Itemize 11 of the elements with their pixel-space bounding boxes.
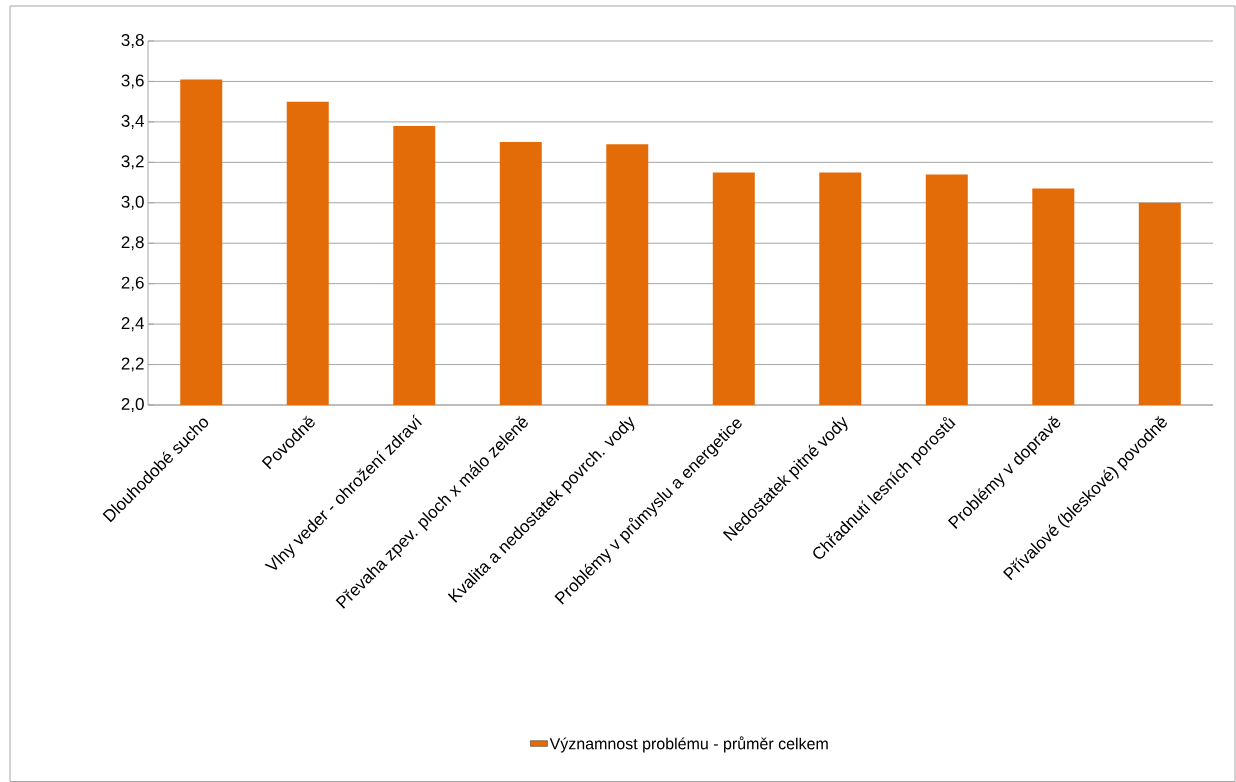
y-tick-label: 2,6 <box>121 276 144 291</box>
y-tick-label: 3,8 <box>121 33 144 49</box>
y-tick-label: 2,2 <box>121 357 144 372</box>
y-tick-label: 3,0 <box>121 195 144 210</box>
y-tick-label: 3,2 <box>121 155 144 170</box>
y-tick-label: 2,8 <box>121 236 144 251</box>
y-tick-label: 3,6 <box>121 74 144 89</box>
legend-label: Významnost problému - průměr celkem <box>549 736 828 753</box>
y-tick-label: 2,0 <box>121 397 144 413</box>
y-tick-label: 3,4 <box>121 114 144 129</box>
y-tick-label: 2,4 <box>121 317 144 332</box>
